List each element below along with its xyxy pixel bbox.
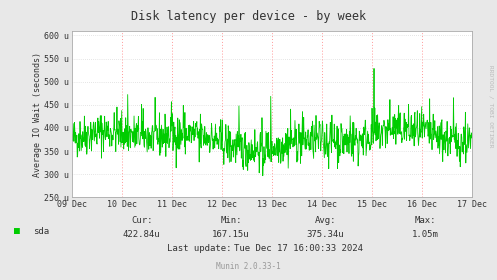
Text: Max:: Max: xyxy=(414,216,436,225)
Text: RRDTOOL / TOBI OETIKER: RRDTOOL / TOBI OETIKER xyxy=(489,65,494,148)
Text: Avg:: Avg: xyxy=(315,216,336,225)
Text: Min:: Min: xyxy=(220,216,242,225)
Text: 1.05m: 1.05m xyxy=(412,230,438,239)
Text: 422.84u: 422.84u xyxy=(123,230,161,239)
Text: Munin 2.0.33-1: Munin 2.0.33-1 xyxy=(216,262,281,271)
Text: sda: sda xyxy=(33,227,49,235)
Text: 375.34u: 375.34u xyxy=(307,230,344,239)
Text: Tue Dec 17 16:00:33 2024: Tue Dec 17 16:00:33 2024 xyxy=(234,244,363,253)
Text: 167.15u: 167.15u xyxy=(212,230,250,239)
Text: ■: ■ xyxy=(14,226,20,236)
Text: Last update:: Last update: xyxy=(166,244,231,253)
Text: Disk latency per device - by week: Disk latency per device - by week xyxy=(131,10,366,23)
Text: Cur:: Cur: xyxy=(131,216,153,225)
Y-axis label: Average IO Wait (seconds): Average IO Wait (seconds) xyxy=(32,52,42,177)
